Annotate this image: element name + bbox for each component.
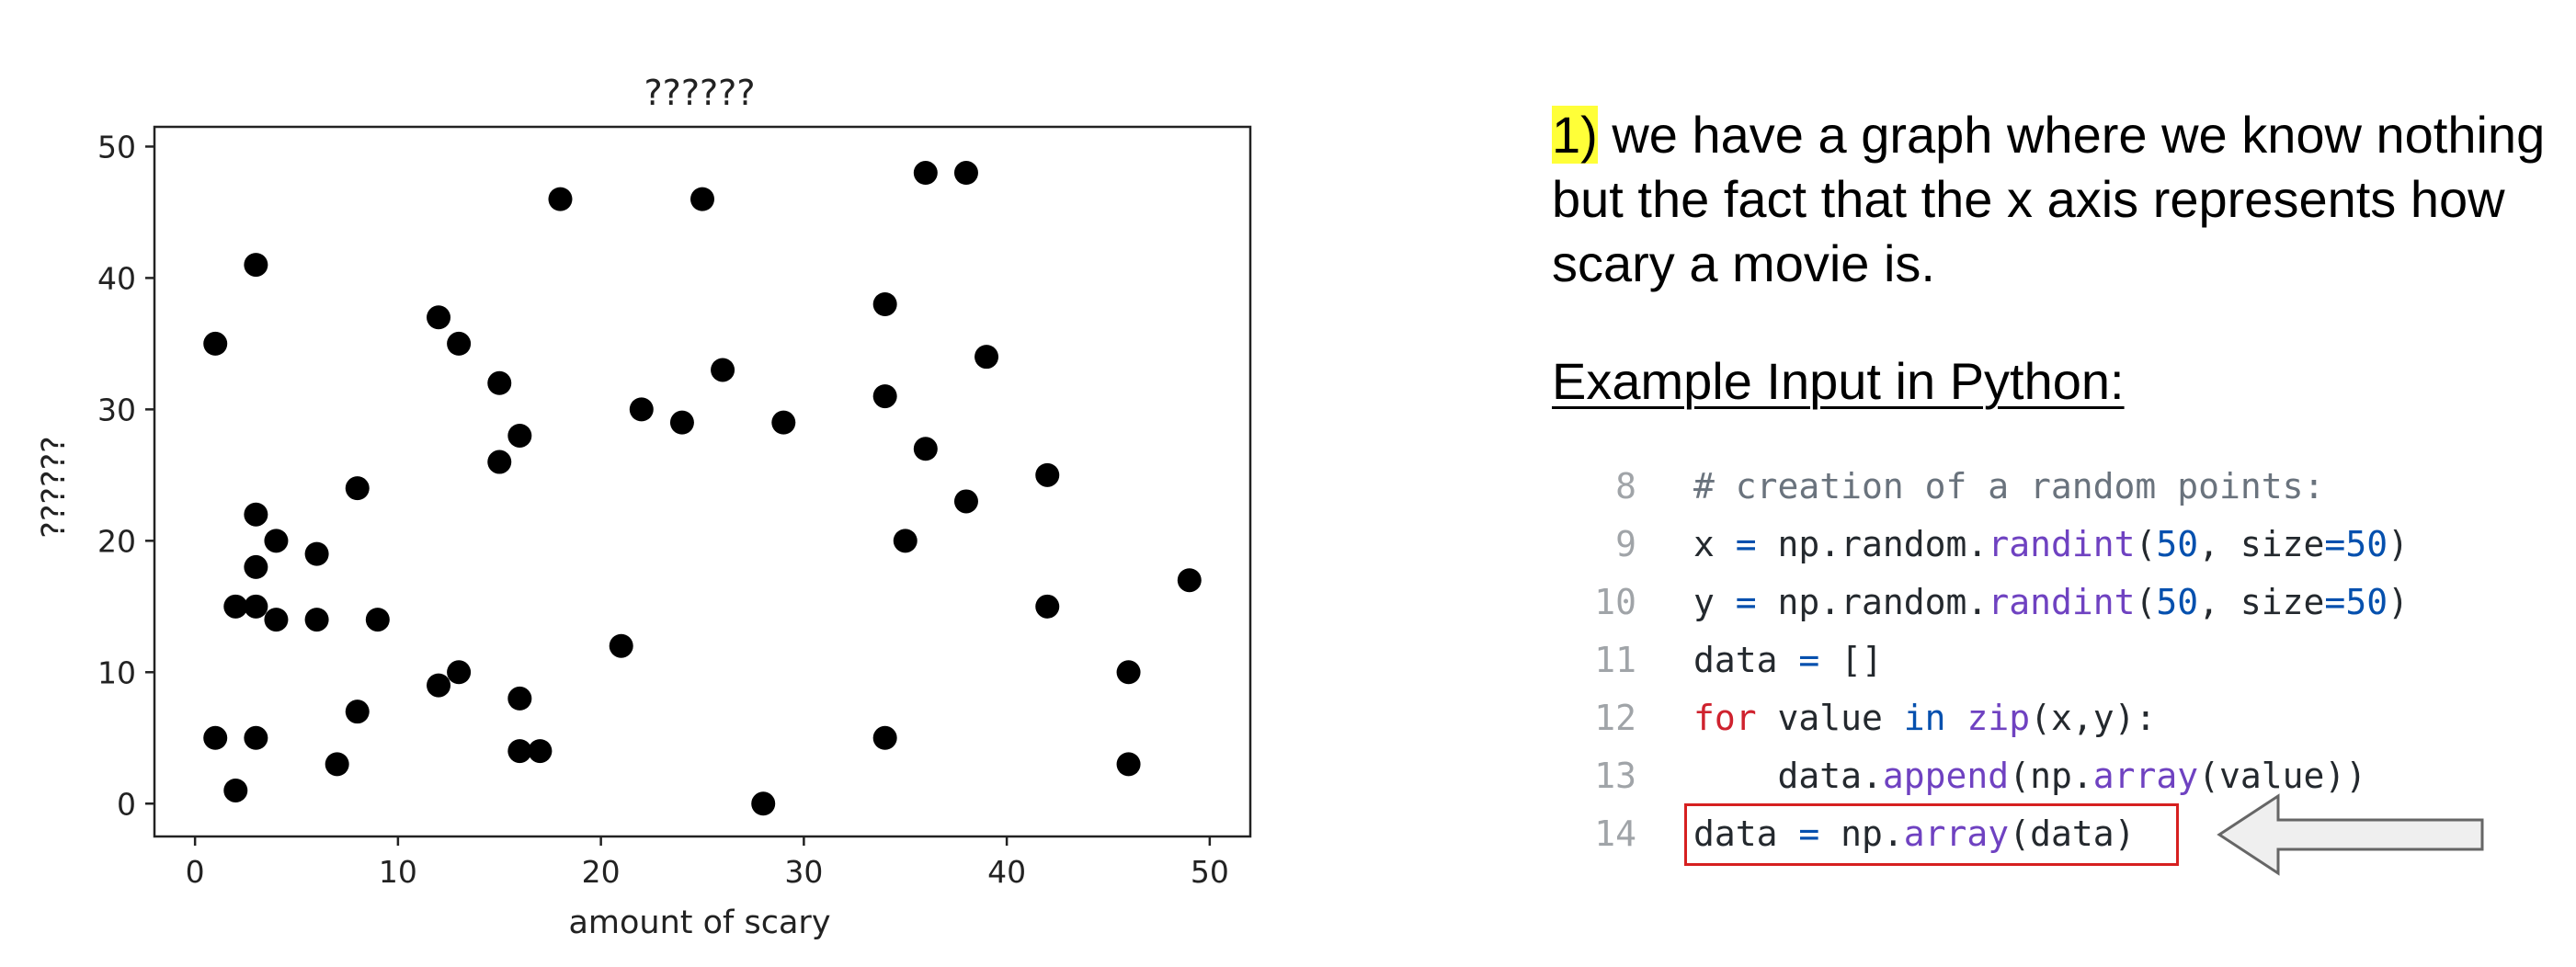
data-point xyxy=(264,529,289,553)
data-point xyxy=(203,725,228,750)
x-tick-label: 0 xyxy=(186,854,205,890)
left-arrow-icon xyxy=(2217,793,2484,876)
data-point xyxy=(872,725,897,750)
code-line: 11 data = [] xyxy=(1554,631,1883,689)
data-point xyxy=(203,331,228,356)
data-point xyxy=(244,554,268,579)
data-point xyxy=(223,594,248,619)
data-point xyxy=(669,410,694,435)
chart-title: ?????? xyxy=(644,73,755,113)
data-point xyxy=(1116,660,1141,685)
y-axis-label: ?????? xyxy=(36,436,73,538)
data-point xyxy=(487,370,512,395)
x-tick-label: 10 xyxy=(379,854,417,890)
data-point xyxy=(1035,594,1060,619)
data-point xyxy=(872,384,897,409)
data-point xyxy=(711,358,735,382)
data-point xyxy=(304,608,329,632)
plot-points xyxy=(203,161,1202,816)
data-point xyxy=(893,529,918,553)
y-axis: 0 10 20 30 40 50 xyxy=(97,129,154,822)
data-point xyxy=(872,292,897,316)
data-point xyxy=(953,489,978,514)
x-tick-label: 30 xyxy=(784,854,823,890)
scatter-chart: ?????? 0 10 20 30 40 50 0 10 20 30 40 50 amount of… xyxy=(36,73,1252,941)
code-text: y = np.random.randint(50, size=50) xyxy=(1693,582,2409,622)
data-point xyxy=(953,161,978,186)
data-point xyxy=(771,410,796,435)
line-number: 14 xyxy=(1594,813,1636,854)
line-number: 11 xyxy=(1594,640,1636,680)
data-point xyxy=(345,476,370,501)
code-text: data = [] xyxy=(1693,640,1883,680)
line-number: 8 xyxy=(1615,466,1636,506)
data-point xyxy=(244,594,268,619)
y-tick-label: 10 xyxy=(97,654,136,690)
y-tick-label: 30 xyxy=(97,392,136,427)
data-point xyxy=(913,161,938,186)
code-line: 14 data = np.array(data) xyxy=(1554,805,2135,863)
data-point xyxy=(427,673,451,698)
data-point xyxy=(1177,568,1202,593)
line-number: 12 xyxy=(1594,698,1636,738)
data-point xyxy=(507,423,532,448)
data-point xyxy=(487,449,512,474)
code-text: # creation of a random points: xyxy=(1693,466,2325,506)
x-tick-label: 50 xyxy=(1191,854,1229,890)
data-point xyxy=(629,397,654,422)
data-point xyxy=(325,752,349,777)
data-point xyxy=(345,700,370,724)
example-heading: Example Input in Python: xyxy=(1552,352,2125,410)
code-text: data.append(np.array(value)) xyxy=(1693,756,2367,796)
data-point xyxy=(548,187,573,211)
y-tick-label: 50 xyxy=(97,129,136,165)
data-point xyxy=(244,725,268,750)
data-point xyxy=(507,739,532,764)
data-point xyxy=(244,253,268,278)
x-tick-label: 40 xyxy=(987,854,1026,890)
line-number: 10 xyxy=(1594,582,1636,622)
highlight-box xyxy=(1684,803,2179,866)
x-axis-label: amount of scary xyxy=(568,904,830,941)
data-point xyxy=(913,437,938,461)
x-axis: 0 10 20 30 40 50 xyxy=(186,836,1229,890)
code-line: 12 for value in zip(x,y): xyxy=(1554,689,2156,747)
x-tick-label: 20 xyxy=(582,854,621,890)
data-point xyxy=(447,331,472,356)
data-point xyxy=(751,791,776,816)
data-point xyxy=(609,633,633,658)
explanation-text: 1) we have a graph where we know nothing… xyxy=(1552,103,2563,296)
data-point xyxy=(507,686,532,711)
data-point xyxy=(690,187,714,211)
data-point xyxy=(427,305,451,330)
data-point xyxy=(975,345,999,370)
data-point xyxy=(264,608,289,632)
line-number: 9 xyxy=(1615,524,1636,564)
code-line: 9 x = np.random.randint(50, size=50) xyxy=(1554,516,2409,574)
plot-frame xyxy=(153,125,1252,838)
data-point xyxy=(1035,462,1060,487)
code-text: x = np.random.randint(50, size=50) xyxy=(1693,524,2409,564)
data-point xyxy=(365,608,390,632)
y-tick-label: 40 xyxy=(97,260,136,296)
explanation-body: we have a graph where we know nothing bu… xyxy=(1552,106,2546,292)
data-point xyxy=(1116,752,1141,777)
code-line: 10 y = np.random.randint(50, size=50) xyxy=(1554,574,2409,631)
code-line: 13 data.append(np.array(value)) xyxy=(1554,747,2366,805)
code-text: data = np.array(data) xyxy=(1693,813,2136,854)
code-line: 8 # creation of a random points: xyxy=(1554,458,2324,516)
explanation-number: 1) xyxy=(1552,106,1598,164)
data-point xyxy=(447,660,472,685)
line-number: 13 xyxy=(1594,756,1636,796)
code-text: for value in zip(x,y): xyxy=(1693,698,2157,738)
data-point xyxy=(223,778,248,802)
code-block: 8 # creation of a random points: 9 x = np.r… xyxy=(1554,458,2409,863)
data-point xyxy=(304,541,329,566)
data-point xyxy=(528,739,553,764)
y-tick-label: 20 xyxy=(97,523,136,559)
y-tick-label: 0 xyxy=(117,786,136,822)
data-point xyxy=(244,502,268,527)
